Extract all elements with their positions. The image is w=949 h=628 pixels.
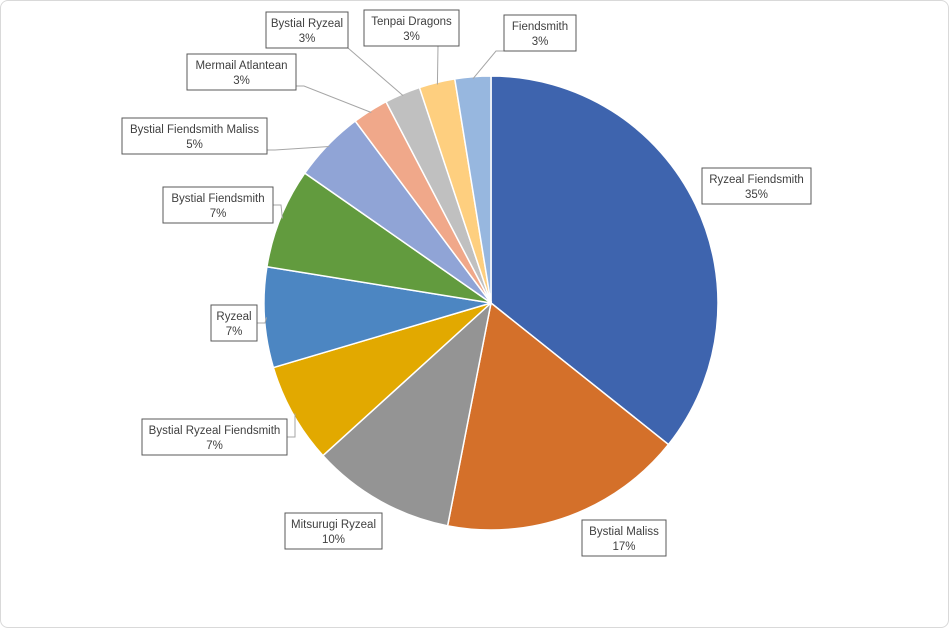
leader-line-ryzeal [257,317,267,324]
pie-slice-bystial-fiendsmith [266,172,492,304]
data-label-percent-mermail-atlantean: 3% [233,75,250,87]
data-label-name-tenpai-dragons: Tenpai Dragons [371,16,452,28]
data-label-percent-bystial-ryzeal-fiendsmith: 7% [206,440,223,452]
data-label-box-bystial-ryzeal [265,11,349,49]
data-label-percent-ryzeal-fiendsmith: 35% [745,189,768,201]
data-label-percent-mitsurugi-ryzeal: 10% [322,534,345,546]
pie-slice-mitsurugi-ryzeal [321,300,493,527]
data-label-percent-ryzeal: 7% [226,326,243,338]
data-label-percent-bystial-fiendsmith-maliss: 5% [186,139,203,151]
data-label-box-tenpai-dragons [363,9,460,47]
data-label-box-mermail-atlantean [186,53,297,91]
leader-line-bystial-ryzeal [340,47,404,97]
data-label-box-fiendsmith [503,14,577,52]
leader-line-tenpai-dragons [430,45,439,85]
data-label-percent-fiendsmith: 3% [532,36,549,48]
pie-slices [263,75,719,531]
data-label-percent-bystial-ryzeal: 3% [299,33,316,45]
leader-line-bystial-ryzeal-fiendsmith [287,413,296,438]
leader-line-bystial-fiendsmith [273,204,283,219]
pie-slice-ryzeal [263,265,492,369]
pie-slice-ryzeal-fiendsmith [490,75,719,446]
data-label-name-mermail-atlantean: Mermail Atlantean [195,60,287,72]
data-label-name-bystial-fiendsmith-maliss: Bystial Fiendsmith Maliss [130,124,259,136]
pie-slice-fiendsmith [453,75,492,304]
data-label-percent-bystial-fiendsmith: 7% [210,208,227,220]
leader-line-bystial-fiendsmith-maliss [267,146,330,151]
data-label-name-mitsurugi-ryzeal: Mitsurugi Ryzeal [291,519,376,531]
pie-slice-bystial-ryzeal-fiendsmith [272,302,492,457]
data-label-box-bystial-fiendsmith-maliss [121,117,268,155]
pie-slice-bystial-maliss [446,301,670,531]
data-label-box-bystial-ryzeal-fiendsmith [141,418,288,456]
data-label-name-ryzeal-fiendsmith: Ryzeal Fiendsmith [709,174,804,186]
data-label-box-mitsurugi-ryzeal [284,512,383,550]
data-label-box-ryzeal-fiendsmith [701,167,812,205]
data-label-name-bystial-ryzeal-fiendsmith: Bystial Ryzeal Fiendsmith [149,425,281,437]
data-label-box-ryzeal [210,304,258,342]
data-label-percent-bystial-maliss: 17% [612,541,635,553]
data-label-name-ryzeal: Ryzeal [216,311,251,323]
data-label-box-bystial-fiendsmith [162,186,274,224]
leader-line-fiendsmith [472,50,504,80]
data-label-percent-tenpai-dragons: 3% [403,31,420,43]
data-label-name-fiendsmith: Fiendsmith [512,21,568,33]
data-label-name-bystial-fiendsmith: Bystial Fiendsmith [171,193,264,205]
data-label-name-bystial-maliss: Bystial Maliss [589,526,659,538]
data-labels: Ryzeal Fiendsmith 35% Bystial Maliss 17% Mit… [121,9,812,557]
data-label-name-bystial-ryzeal: Bystial Ryzeal [271,18,343,30]
leader-line-mermail-atlantean [296,85,372,113]
data-label-box-bystial-maliss [581,519,667,557]
